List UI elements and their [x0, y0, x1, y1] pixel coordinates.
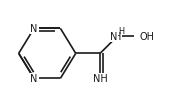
Text: H: H [119, 27, 125, 36]
Text: N: N [110, 32, 117, 42]
Text: NH: NH [93, 74, 108, 84]
Text: H: H [114, 32, 121, 42]
Text: N: N [30, 74, 38, 84]
Text: N: N [30, 24, 38, 34]
Text: OH: OH [139, 32, 154, 42]
